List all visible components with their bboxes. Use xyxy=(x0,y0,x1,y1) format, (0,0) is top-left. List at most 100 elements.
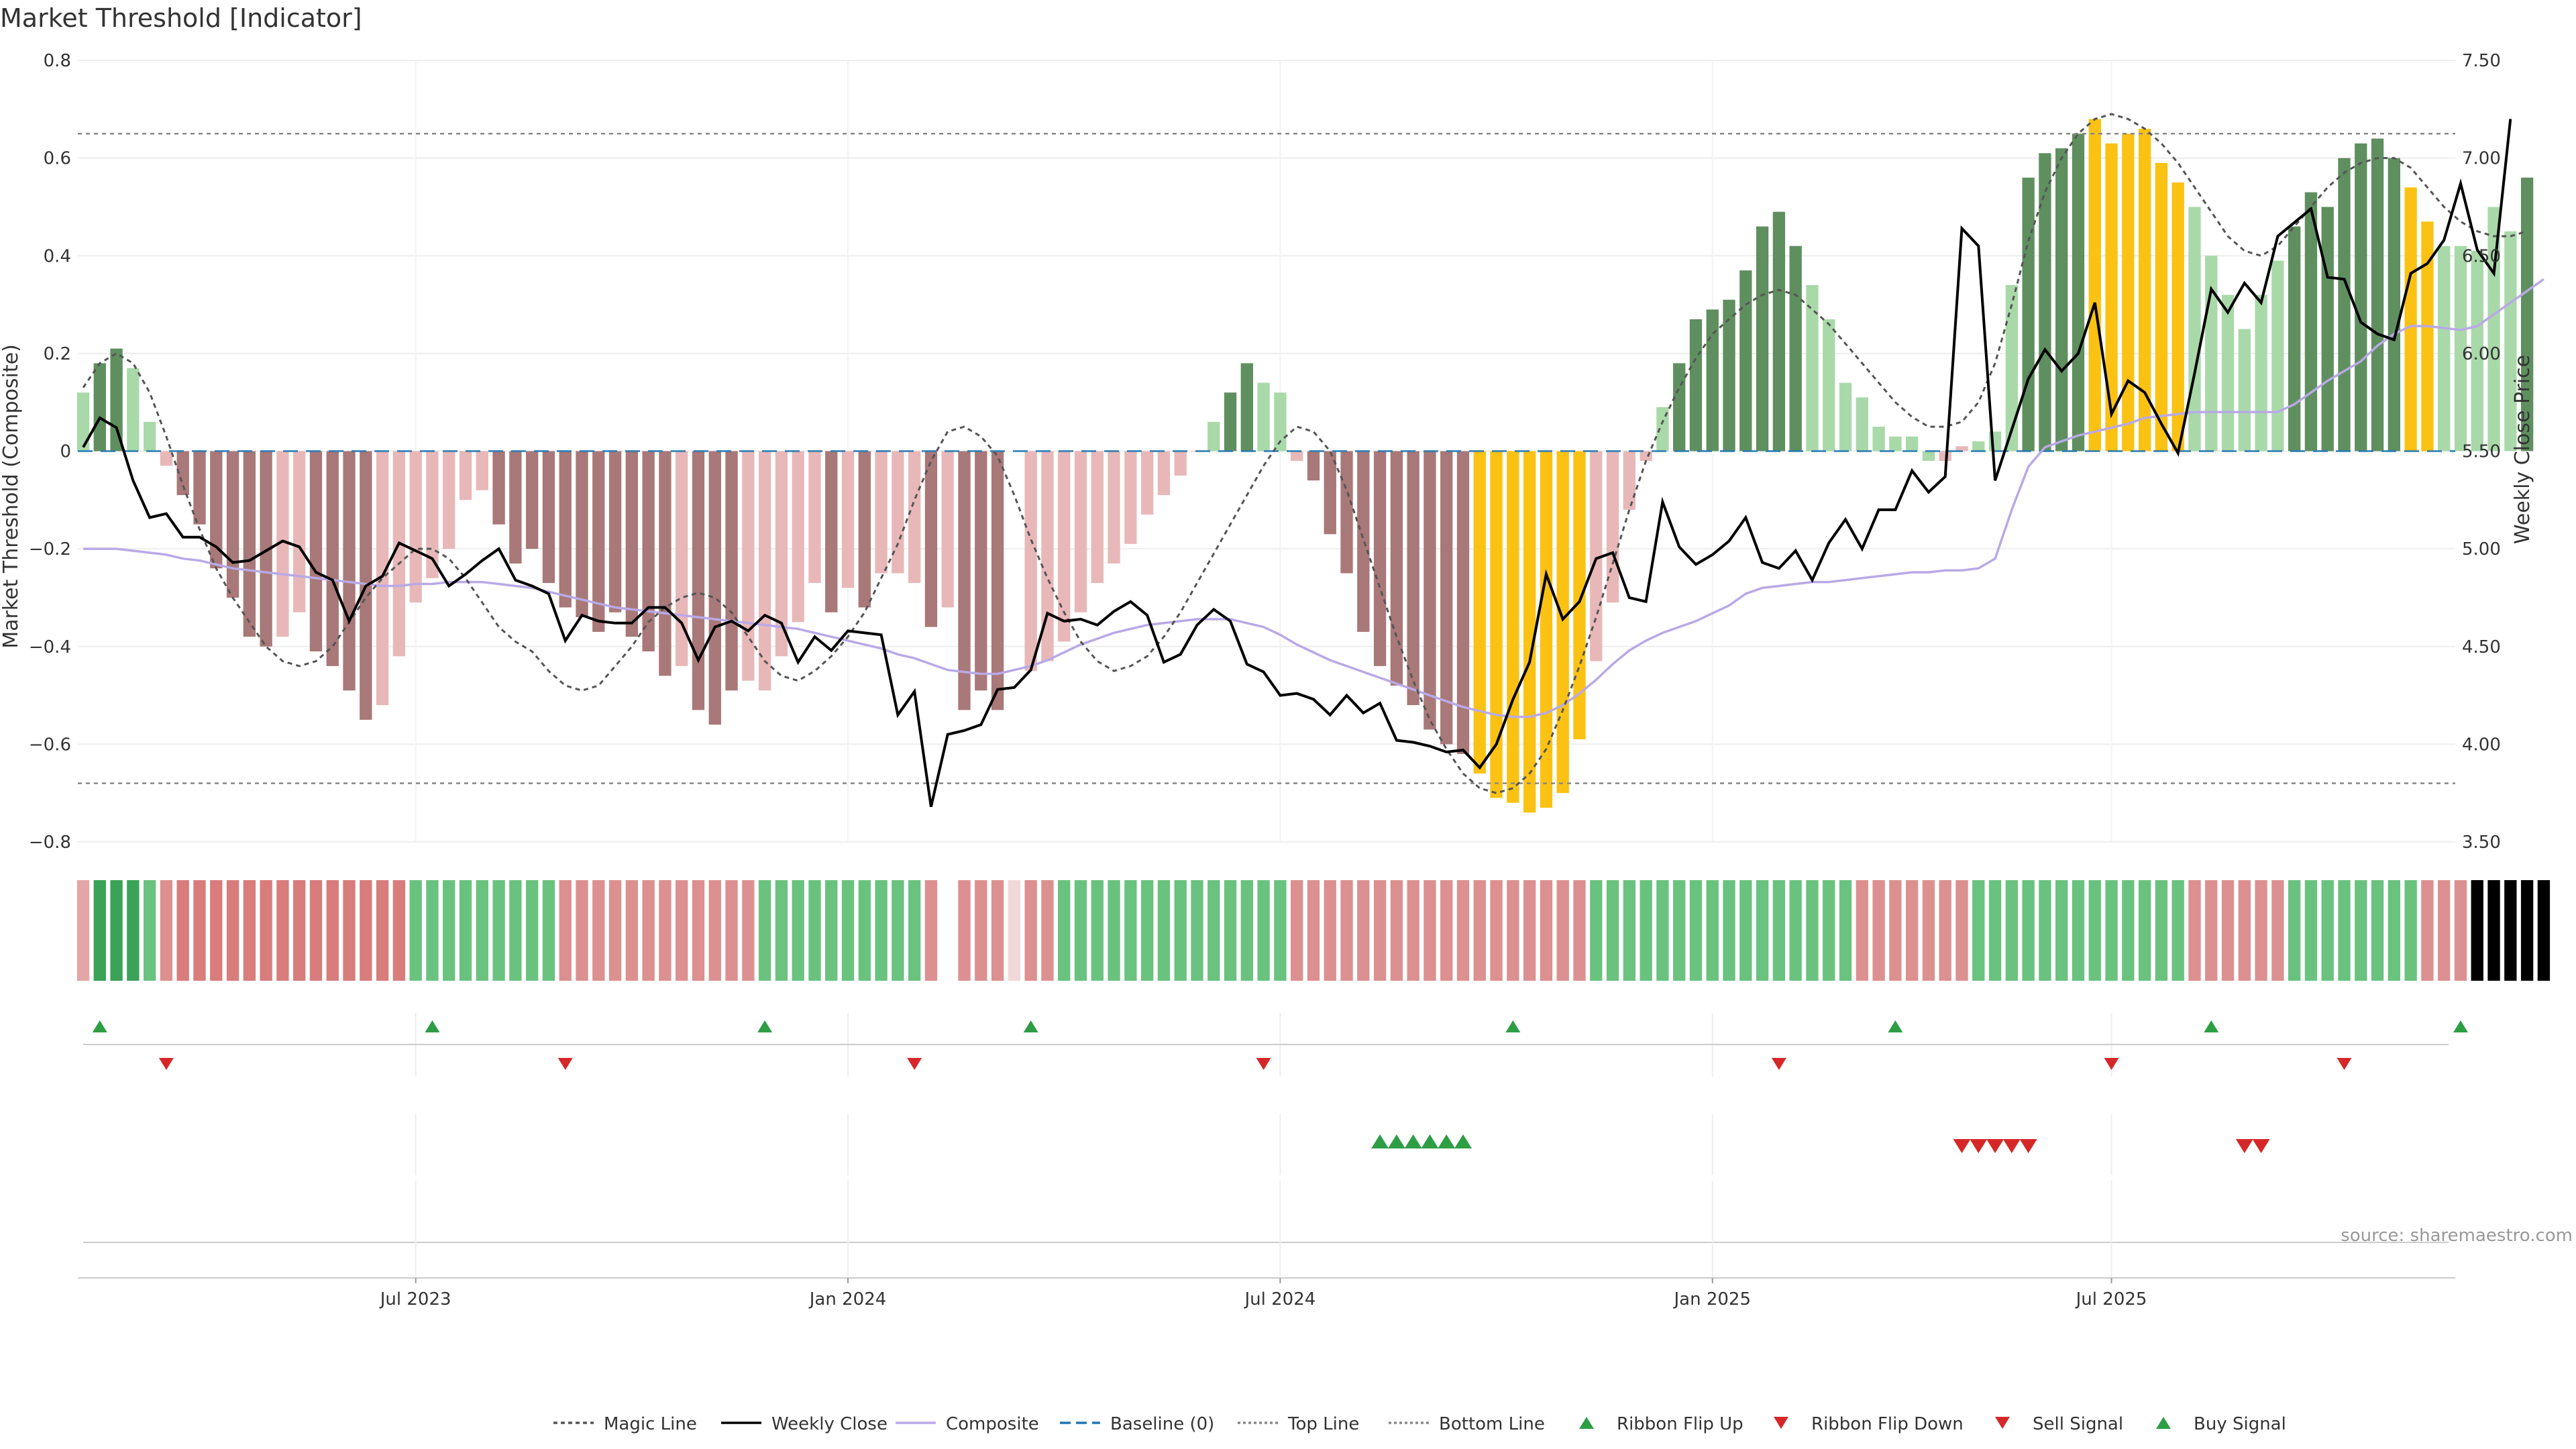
ribbon-cell xyxy=(525,880,539,981)
composite-bar xyxy=(1839,382,1852,451)
ribbon-cell xyxy=(2039,880,2051,981)
y-right-tick-label: 5.00 xyxy=(2462,539,2501,559)
composite-bar xyxy=(426,451,439,578)
composite-bar xyxy=(1291,451,1303,462)
buy-signal-marker xyxy=(1438,1134,1456,1148)
composite-bar xyxy=(1955,446,1968,451)
ribbon-cell xyxy=(293,880,306,981)
legend-item: Ribbon Flip Up xyxy=(1579,1414,1743,1434)
composite-bar xyxy=(1340,451,1353,574)
composite-bar xyxy=(941,451,954,608)
y-right-tick-label: 5.50 xyxy=(2462,442,2501,462)
y-left-tick-label: 0.4 xyxy=(44,246,71,266)
ribbon-cell xyxy=(2155,880,2168,981)
ribbon-cell xyxy=(1407,880,1419,981)
composite-bar xyxy=(226,451,239,598)
ribbon-cell xyxy=(1091,880,1104,981)
composite-bar xyxy=(1307,451,1320,481)
sell-signal-marker xyxy=(2252,1139,2270,1153)
ribbon-cell xyxy=(1556,880,1569,981)
ribbon-cell xyxy=(1507,880,1519,981)
ribbon-cell xyxy=(260,880,272,981)
ribbon-cell xyxy=(2520,880,2534,981)
ribbon-cell xyxy=(110,880,123,981)
y-right-tick-label: 4.00 xyxy=(2462,735,2501,755)
composite-bar xyxy=(659,451,672,676)
composite-bar xyxy=(2504,231,2517,451)
ribbon-flip-up-marker xyxy=(1505,1020,1521,1032)
ribbon-cell xyxy=(160,880,173,981)
composite-bar xyxy=(1507,451,1519,803)
ribbon-cell xyxy=(210,880,223,981)
ribbon-cell xyxy=(2438,880,2451,981)
composite-bar xyxy=(443,451,455,549)
composite-bar xyxy=(1041,451,1054,661)
composite-bar xyxy=(276,451,289,637)
ribbon-cell xyxy=(376,880,389,981)
ribbon-cell xyxy=(1623,880,1636,981)
ribbon-cell xyxy=(2022,880,2035,981)
composite-bar xyxy=(2155,162,2168,451)
composite-bar xyxy=(2205,256,2218,451)
ribbon-cell xyxy=(775,880,788,981)
ribbon-cell xyxy=(2355,880,2367,981)
y-right-tick-label: 7.00 xyxy=(2462,149,2501,169)
ribbon-cell xyxy=(326,880,339,981)
ribbon-cell xyxy=(2005,880,2019,981)
ribbon-cell xyxy=(360,880,372,981)
ribbon-cell xyxy=(176,880,189,981)
sell-signal-marker xyxy=(2002,1139,2021,1153)
ribbon-cell xyxy=(1041,880,1054,981)
composite-bar xyxy=(459,451,472,500)
ribbon-cell xyxy=(1024,880,1037,981)
y-right-tick-label: 7.50 xyxy=(2462,51,2501,71)
y-left-tick-label: −0.2 xyxy=(29,539,71,559)
composite-bar xyxy=(1972,441,1985,451)
ribbon-cell xyxy=(1756,880,1769,981)
ribbon-cell xyxy=(1307,880,1320,981)
ribbon-cell xyxy=(143,880,156,981)
y-left-tick-label: 0 xyxy=(60,442,71,462)
ribbon-cell xyxy=(608,880,622,981)
composite-bar xyxy=(2520,177,2534,451)
ribbon-cell xyxy=(2321,880,2334,981)
ribbon-flip-up-marker xyxy=(757,1020,773,1032)
legend-label: Buy Signal xyxy=(2194,1414,2286,1434)
ribbon-cell xyxy=(2338,880,2351,981)
composite-line xyxy=(83,278,2544,718)
legend: Magic Line Weekly Close Composite Baseline … xyxy=(553,1414,2286,1434)
ribbon-cell xyxy=(1108,880,1120,981)
composite-bar xyxy=(492,451,505,525)
ribbon-cell xyxy=(1174,880,1187,981)
composite-bar xyxy=(576,451,588,618)
composite-bar xyxy=(326,451,339,666)
composite-bar xyxy=(293,451,306,612)
composite-bar xyxy=(1872,427,1885,451)
composite-bar xyxy=(509,451,522,564)
ribbon-cell xyxy=(1440,880,1453,981)
ribbon-cell xyxy=(792,880,804,981)
y-left-tick-label: 0.6 xyxy=(44,149,71,169)
composite-bar xyxy=(1556,451,1569,794)
ribbon-cell xyxy=(542,880,555,981)
ribbon-cell xyxy=(2072,880,2085,981)
ribbon-cell xyxy=(2171,880,2184,981)
ribbon-flip-up-marker xyxy=(1888,1020,1903,1032)
composite-bar xyxy=(1540,451,1553,808)
ribbon-cell xyxy=(1939,880,1951,981)
composite-bar xyxy=(2022,177,2035,451)
ribbon-cell xyxy=(1856,880,1868,981)
composite-bar xyxy=(2138,128,2151,451)
ribbon-cell xyxy=(76,880,90,981)
composite-bar xyxy=(2288,226,2301,451)
ribbon-cell xyxy=(708,880,721,981)
sell-signal-marker xyxy=(1953,1139,1971,1153)
composite-bar xyxy=(2454,246,2467,451)
ribbon-cell xyxy=(692,880,705,981)
composite-bar xyxy=(1623,451,1636,510)
composite-bar xyxy=(1208,421,1220,451)
buy-signal-marker xyxy=(1421,1134,1439,1148)
composite-bar xyxy=(76,392,90,451)
composite-bar xyxy=(1573,451,1586,740)
composite-bar xyxy=(143,421,156,451)
